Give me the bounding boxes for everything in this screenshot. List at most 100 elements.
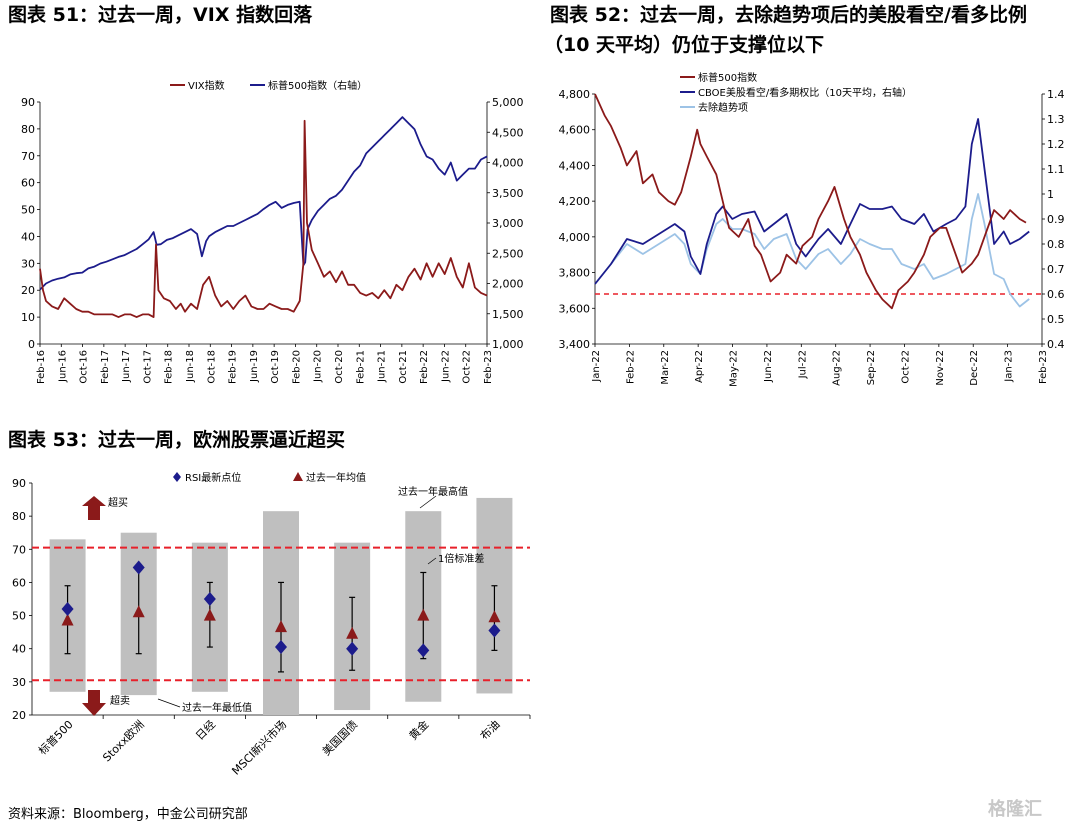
x-tick-label: Sep-22 — [866, 350, 877, 385]
y-tick-label: 30 — [12, 676, 26, 689]
mean-triangle-marker — [132, 605, 145, 618]
y-left-tick-label: 4,400 — [559, 159, 591, 172]
category-label: 美国国债 — [319, 717, 360, 758]
x-tick-label: Jun-20 — [313, 350, 324, 383]
y-tick-label: 60 — [12, 576, 26, 589]
rsi-diamond-marker — [61, 601, 74, 616]
y-left-tick-label: 3,600 — [559, 302, 591, 315]
y-tick-label: 80 — [12, 510, 26, 523]
x-tick-label: Feb-16 — [36, 350, 47, 384]
x-tick-label: Oct-22 — [900, 350, 911, 384]
y-right-tick-label: 3,500 — [492, 187, 524, 200]
x-tick-label: Feb-20 — [291, 350, 302, 384]
y-left-tick-label: 0 — [28, 338, 35, 351]
one-year-high-label: 过去一年最高值 — [398, 485, 468, 498]
chart53-legend-rsi: RSI最新点位 — [185, 471, 241, 484]
x-tick-label: Feb-21 — [355, 350, 366, 384]
x-tick-label: Dec-22 — [969, 350, 980, 386]
y-left-tick-label: 4,800 — [559, 88, 591, 101]
x-tick-label: May-22 — [729, 350, 740, 387]
y-tick-label: 50 — [12, 610, 26, 623]
x-tick-label: Aug-22 — [832, 350, 843, 386]
y-right-tick-label: 1.4 — [1047, 88, 1065, 101]
y-left-tick-label: 4,000 — [559, 231, 591, 244]
x-tick-label: Feb-18 — [164, 350, 175, 384]
x-tick-label: Jun-19 — [249, 350, 260, 383]
x-tick-label: Jan-22 — [591, 350, 602, 383]
x-tick-label: Jun-16 — [57, 350, 68, 383]
y-left-tick-label: 40 — [21, 230, 35, 243]
series-line — [594, 118, 1030, 285]
y-left-tick-label: 80 — [21, 123, 35, 136]
x-tick-label: Oct-21 — [398, 350, 409, 384]
one-year-low-label: 过去一年最低值 — [182, 701, 252, 714]
x-tick-label: Oct-16 — [79, 350, 90, 384]
y-right-tick-label: 0.7 — [1047, 263, 1065, 276]
rsi-diamond-marker — [132, 560, 145, 575]
chart52-title-line1: 图表 52：过去一周，去除趋势项后的美股看空/看多比例 — [550, 4, 1027, 26]
x-tick-label: Jun-18 — [185, 350, 196, 383]
x-tick-label: Apr-22 — [694, 350, 705, 383]
y-right-tick-label: 2,500 — [492, 247, 524, 260]
x-tick-label: Feb-19 — [228, 350, 239, 384]
y-right-tick-label: 1.3 — [1047, 113, 1065, 126]
y-left-tick-label: 30 — [21, 257, 35, 270]
y-left-tick-label: 4,200 — [559, 195, 591, 208]
category-label: 黄金 — [406, 717, 431, 742]
y-tick-label: 40 — [12, 643, 26, 656]
chart52-legend-spx: 标普500指数 — [698, 71, 757, 84]
y-right-tick-label: 1.1 — [1047, 163, 1065, 176]
y-right-tick-label: 4,500 — [492, 126, 524, 139]
y-right-tick-label: 0.5 — [1047, 313, 1065, 326]
x-tick-label: Feb-22 — [625, 350, 636, 384]
chart53-rsi-europe: 20 30 40 50 60 70 80 90 标普500 Stoxx欧洲 日经 MSCI新兴市场 美国… — [12, 471, 531, 778]
y-right-tick-label: 0.6 — [1047, 288, 1065, 301]
y-right-tick-label: 2,000 — [492, 278, 524, 291]
category-label: Stoxx欧洲 — [100, 718, 146, 764]
chart53-legend: RSI最新点位 过去一年均值 — [173, 471, 366, 484]
chart51-title: 图表 51：过去一周，VIX 指数回落 — [8, 4, 313, 26]
mean-triangle-marker — [203, 608, 216, 621]
series-line — [39, 116, 488, 291]
y-right-tick-label: 0.8 — [1047, 238, 1065, 251]
y-left-tick-label: 20 — [21, 284, 35, 297]
y-left-tick-label: 50 — [21, 204, 35, 217]
y-right-tick-label: 0.9 — [1047, 213, 1065, 226]
category-label: MSCI新兴市场 — [229, 717, 289, 777]
x-tick-label: Oct-18 — [206, 350, 217, 384]
chart51-legend: VIX指数 标普500指数（右轴） — [170, 79, 367, 92]
category-label: 日经 — [193, 718, 218, 743]
chart52-legend-cboe: CBOE美股看空/看多期权比（10天平均，右轴） — [698, 86, 912, 99]
series-line — [594, 193, 1030, 308]
source-note: 资料来源：Bloomberg，中金公司研究部 — [8, 807, 248, 822]
chart51-legend-spx: 标普500指数（右轴） — [268, 79, 367, 92]
oversold-arrow-down-icon — [82, 690, 106, 716]
rsi-diamond-marker — [275, 640, 287, 655]
one-std-label: 1倍标准差 — [438, 552, 484, 565]
x-tick-label: Jun-17 — [121, 350, 132, 383]
y-right-tick-label: 0.4 — [1047, 338, 1065, 351]
chart53-legend-mean: 过去一年均值 — [306, 471, 366, 484]
legend-triangle-icon — [293, 472, 303, 481]
rsi-diamond-marker — [488, 623, 501, 638]
chart52-legend-detrended: 去除趋势项 — [698, 101, 748, 114]
x-tick-label: Jul-22 — [797, 350, 808, 379]
x-tick-label: Oct-20 — [334, 350, 345, 384]
mean-triangle-marker — [275, 620, 287, 633]
y-tick-label: 70 — [12, 543, 26, 556]
y-right-tick-label: 1 — [1047, 188, 1054, 201]
x-tick-label: Nov-22 — [935, 350, 946, 386]
x-tick-label: Oct-19 — [270, 350, 281, 384]
y-right-tick-label: 5,000 — [492, 96, 524, 109]
oversold-label: 超卖 — [110, 694, 130, 707]
y-tick-label: 90 — [12, 477, 26, 490]
rsi-diamond-marker — [346, 641, 359, 656]
legend-diamond-icon — [173, 472, 181, 482]
y-right-tick-label: 1,500 — [492, 308, 524, 321]
chart51-vix-spx: VIX指数 标普500指数（右轴） 0 10 20 30 40 50 60 70 80 90 1,0… — [21, 79, 524, 384]
x-tick-label: Jan-23 — [1004, 350, 1015, 383]
mean-triangle-marker — [488, 610, 501, 623]
y-right-tick-label: 4,000 — [492, 157, 524, 170]
x-tick-label: Feb-22 — [419, 350, 430, 384]
chart51-legend-vix: VIX指数 — [188, 79, 225, 92]
